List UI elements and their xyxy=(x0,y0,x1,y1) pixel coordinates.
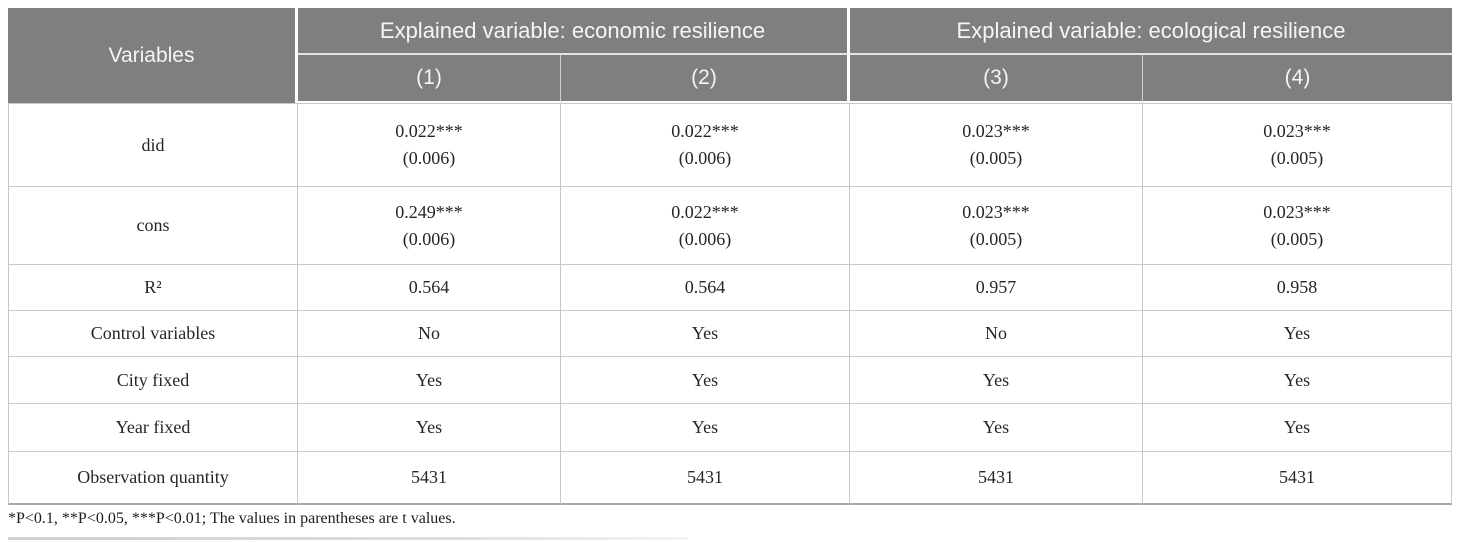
cell-control-1: No xyxy=(298,311,561,357)
cell-control-4: Yes xyxy=(1143,311,1452,357)
cell-city-1: Yes xyxy=(298,357,561,404)
header-col-4: (4) xyxy=(1143,55,1452,103)
cell-did-4: 0.023*** (0.005) xyxy=(1143,103,1452,187)
coef-value: 0.022*** xyxy=(395,121,463,141)
header-col-2: (2) xyxy=(561,55,850,103)
cell-cons-1: 0.249*** (0.006) xyxy=(298,187,561,265)
t-value: (0.006) xyxy=(402,148,456,168)
cell-cons-3: 0.023*** (0.005) xyxy=(850,187,1143,265)
significance-footnote: *P<0.1, **P<0.05, ***P<0.01; The values … xyxy=(8,510,456,527)
cell-r2-1: 0.564 xyxy=(298,265,561,311)
cell-city-4: Yes xyxy=(1143,357,1452,404)
cell-obs-1: 5431 xyxy=(298,452,561,505)
row-label-city-fixed: City fixed xyxy=(8,357,298,404)
cell-city-2: Yes xyxy=(561,357,850,404)
cell-year-2: Yes xyxy=(561,404,850,452)
t-value: (0.006) xyxy=(678,148,732,168)
t-value: (0.005) xyxy=(969,228,1023,249)
row-label-did: did xyxy=(8,103,298,187)
row-label-cons: cons xyxy=(8,187,298,265)
cell-r2-3: 0.957 xyxy=(850,265,1143,311)
cell-control-2: Yes xyxy=(561,311,850,357)
coef-value: 0.023*** xyxy=(1263,201,1331,222)
cell-did-2: 0.022*** (0.006) xyxy=(561,103,850,187)
coef-value: 0.023*** xyxy=(962,121,1030,141)
header-variables: Variables xyxy=(8,8,298,103)
row-label-year-fixed: Year fixed xyxy=(8,404,298,452)
cell-did-1: 0.022*** (0.006) xyxy=(298,103,561,187)
row-label-r-squared: R² xyxy=(8,265,298,311)
cell-control-3: No xyxy=(850,311,1143,357)
cell-r2-4: 0.958 xyxy=(1143,265,1452,311)
coef-value: 0.249*** xyxy=(395,201,463,222)
cell-cons-2: 0.022*** (0.006) xyxy=(561,187,850,265)
cell-r2-2: 0.564 xyxy=(561,265,850,311)
header-col-3: (3) xyxy=(850,55,1143,103)
coef-value: 0.022*** xyxy=(671,121,739,141)
cell-year-4: Yes xyxy=(1143,404,1452,452)
t-value: (0.006) xyxy=(678,228,732,249)
cell-cons-4: 0.023*** (0.005) xyxy=(1143,187,1452,265)
coef-value: 0.023*** xyxy=(962,201,1030,222)
cell-year-1: Yes xyxy=(298,404,561,452)
coef-value: 0.022*** xyxy=(671,201,739,222)
cell-year-3: Yes xyxy=(850,404,1143,452)
cell-did-3: 0.023*** (0.005) xyxy=(850,103,1143,187)
row-label-observation-quantity: Observation quantity xyxy=(8,452,298,505)
t-value: (0.005) xyxy=(1270,148,1324,168)
t-value: (0.006) xyxy=(402,228,456,249)
t-value: (0.005) xyxy=(969,148,1023,168)
coef-value: 0.023*** xyxy=(1263,121,1331,141)
header-group-economic-resilience: Explained variable: economic resilience xyxy=(298,8,850,55)
cell-obs-4: 5431 xyxy=(1143,452,1452,505)
header-col-1: (1) xyxy=(298,55,561,103)
header-group-ecological-resilience: Explained variable: ecological resilienc… xyxy=(850,8,1452,55)
next-element-partial-edge xyxy=(8,537,688,540)
t-value: (0.005) xyxy=(1270,228,1324,249)
regression-results-table: Variables Explained variable: economic r… xyxy=(8,8,1452,505)
cell-obs-3: 5431 xyxy=(850,452,1143,505)
cell-city-3: Yes xyxy=(850,357,1143,404)
cell-obs-2: 5431 xyxy=(561,452,850,505)
row-label-control-variables: Control variables xyxy=(8,311,298,357)
